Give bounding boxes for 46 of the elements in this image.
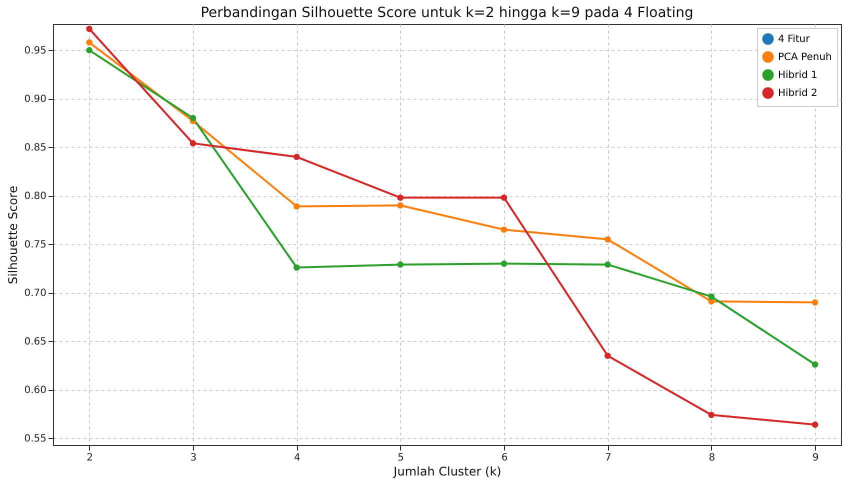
point <box>708 293 715 300</box>
x-axis-title: Jumlah Cluster (k) <box>392 464 502 478</box>
point <box>604 236 611 243</box>
y-tick-label: 0.55 <box>24 434 46 445</box>
x-tick-label: 4 <box>294 452 300 464</box>
point <box>397 194 404 201</box>
x-tick-label: 6 <box>501 452 508 464</box>
x-tick-label: 3 <box>190 452 197 464</box>
point <box>500 194 508 201</box>
legend-label: 4 Fitur <box>778 34 811 45</box>
point <box>812 361 818 368</box>
point <box>190 140 196 146</box>
point <box>397 261 404 268</box>
point <box>86 47 92 54</box>
y-tick-label: 0.80 <box>24 191 46 202</box>
x-tick-label: 9 <box>812 452 819 464</box>
point <box>708 412 715 418</box>
x-tick-label: 2 <box>86 452 93 464</box>
y-tick-label: 0.85 <box>24 142 46 154</box>
point <box>190 114 196 122</box>
point <box>604 352 611 359</box>
point <box>500 226 508 233</box>
x-tick-label: 5 <box>398 452 404 464</box>
legend-label: Hibrid 2 <box>778 88 818 99</box>
point <box>812 299 818 306</box>
point <box>293 264 300 271</box>
y-tick-label: 0.75 <box>24 240 46 251</box>
chart-title: Perbandingan Silhouette Score untuk k=2 hingga k=9 pada 4 Floating <box>200 5 694 21</box>
y-tick-label: 0.90 <box>24 94 46 106</box>
legend-label: PCA Penuh <box>778 52 832 63</box>
point <box>604 261 611 268</box>
point <box>812 421 818 428</box>
y-tick-label: 0.95 <box>24 46 46 57</box>
y-tick-label: 0.60 <box>24 385 46 396</box>
point <box>86 26 92 32</box>
y-axis-title: Silhouette Score <box>6 186 20 284</box>
point <box>293 203 300 210</box>
point <box>293 154 300 160</box>
point <box>500 260 508 267</box>
point <box>86 39 92 46</box>
point <box>397 202 404 209</box>
y-tick-label: 0.70 <box>24 288 46 300</box>
x-tick-label: 7 <box>605 452 612 464</box>
legend-label: Hibrid 1 <box>778 70 818 81</box>
y-tick-label: 0.65 <box>24 336 46 348</box>
x-tick-label: 8 <box>708 452 716 464</box>
